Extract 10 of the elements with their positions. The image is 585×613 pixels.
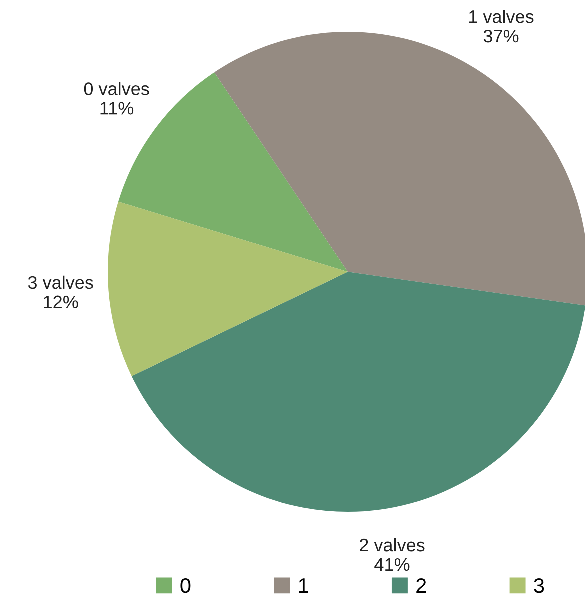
data-label: 2 valves 41% <box>360 538 425 572</box>
legend-label: 1 <box>299 578 308 593</box>
legend-label: 0 <box>180 578 191 594</box>
data-label: 1 valves 37% <box>470 10 534 43</box>
legend-label: 2 <box>416 578 426 593</box>
pie-slice <box>132 272 585 512</box>
data-label: 3 valves 12% <box>28 276 94 309</box>
pie-slice <box>108 202 348 376</box>
data-label: 0 valves 11% <box>84 82 150 115</box>
legend-label: 3 <box>534 578 544 594</box>
